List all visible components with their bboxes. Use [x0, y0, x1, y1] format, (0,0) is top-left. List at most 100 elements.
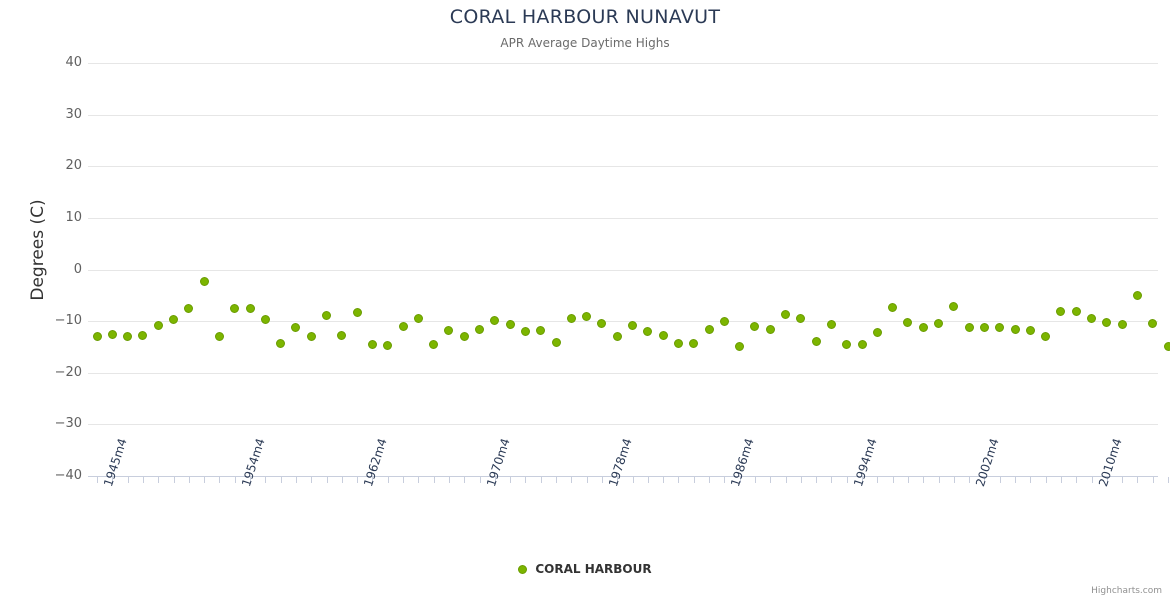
- x-tick: [800, 477, 802, 483]
- y-gridline: [88, 424, 1158, 426]
- x-tick: [1060, 477, 1062, 483]
- x-tick: [1137, 477, 1139, 483]
- data-point[interactable]: [490, 315, 500, 325]
- data-point[interactable]: [658, 331, 668, 341]
- data-point[interactable]: [857, 340, 867, 350]
- data-point[interactable]: [245, 303, 255, 313]
- x-tick: [877, 477, 879, 483]
- data-point[interactable]: [918, 323, 928, 333]
- data-point[interactable]: [719, 317, 729, 327]
- data-point[interactable]: [842, 340, 852, 350]
- x-tick: [311, 477, 313, 483]
- x-tick: [280, 477, 282, 483]
- data-point[interactable]: [964, 322, 974, 332]
- x-tick: [265, 477, 267, 483]
- data-point[interactable]: [612, 332, 622, 342]
- data-point[interactable]: [429, 340, 439, 350]
- data-point[interactable]: [184, 303, 194, 313]
- data-point[interactable]: [153, 321, 163, 331]
- data-point[interactable]: [735, 341, 745, 351]
- data-point[interactable]: [1087, 314, 1096, 324]
- data-point[interactable]: [352, 307, 362, 317]
- data-point[interactable]: [1132, 291, 1142, 301]
- data-point[interactable]: [1148, 319, 1158, 329]
- x-tick: [433, 477, 435, 483]
- plot-area: [88, 63, 1170, 477]
- data-point[interactable]: [781, 310, 790, 320]
- data-point[interactable]: [903, 317, 913, 327]
- x-tick: [892, 477, 894, 483]
- x-tick: [204, 477, 206, 483]
- data-point[interactable]: [536, 325, 546, 335]
- data-point[interactable]: [459, 331, 469, 341]
- data-point[interactable]: [582, 312, 592, 322]
- data-point[interactable]: [92, 332, 102, 342]
- data-point[interactable]: [826, 319, 836, 329]
- data-point[interactable]: [107, 330, 117, 340]
- data-point[interactable]: [888, 302, 898, 312]
- x-tick: [295, 477, 297, 483]
- data-point[interactable]: [520, 326, 530, 336]
- data-point[interactable]: [444, 326, 454, 336]
- y-gridline: [88, 321, 1158, 323]
- data-point[interactable]: [291, 323, 301, 333]
- data-point[interactable]: [1010, 324, 1020, 334]
- data-point[interactable]: [169, 314, 178, 324]
- chart-title: CORAL HARBOUR NUNAVUT: [449, 6, 721, 28]
- data-point[interactable]: [138, 331, 148, 341]
- data-point[interactable]: [949, 302, 959, 312]
- data-point[interactable]: [1163, 341, 1170, 351]
- data-point[interactable]: [673, 338, 683, 348]
- x-tick: [816, 477, 818, 483]
- data-point[interactable]: [750, 322, 760, 332]
- data-point[interactable]: [199, 277, 209, 287]
- x-tick: [907, 477, 909, 483]
- data-point[interactable]: [398, 322, 408, 332]
- legend-item[interactable]: CORAL HARBOUR: [518, 562, 652, 576]
- data-point[interactable]: [551, 337, 561, 347]
- data-point[interactable]: [1056, 307, 1066, 317]
- x-tick: [1152, 477, 1154, 483]
- x-tick: [1030, 477, 1032, 483]
- data-point[interactable]: [872, 327, 882, 337]
- data-point[interactable]: [367, 339, 377, 349]
- data-point[interactable]: [566, 314, 576, 324]
- x-tick: [173, 477, 175, 483]
- x-tick: [724, 477, 726, 483]
- data-point[interactable]: [123, 332, 133, 342]
- data-point[interactable]: [1041, 332, 1051, 342]
- data-point[interactable]: [337, 331, 347, 341]
- data-point[interactable]: [1102, 317, 1112, 327]
- data-point[interactable]: [765, 324, 775, 334]
- data-point[interactable]: [322, 310, 331, 320]
- x-tick: [999, 477, 1001, 483]
- y-gridline: [88, 166, 1158, 168]
- data-point[interactable]: [689, 339, 699, 349]
- data-point[interactable]: [934, 319, 943, 329]
- data-point[interactable]: [597, 318, 607, 328]
- data-point[interactable]: [214, 332, 224, 342]
- data-point[interactable]: [796, 313, 806, 323]
- data-point[interactable]: [475, 324, 484, 334]
- data-point[interactable]: [628, 321, 637, 331]
- data-point[interactable]: [704, 325, 714, 335]
- data-point[interactable]: [1071, 306, 1081, 316]
- x-tick: [923, 477, 925, 483]
- data-point[interactable]: [1117, 319, 1127, 329]
- data-point[interactable]: [276, 338, 286, 348]
- data-point[interactable]: [306, 331, 316, 341]
- data-point[interactable]: [643, 327, 653, 337]
- data-point[interactable]: [979, 322, 989, 332]
- y-gridline: [88, 372, 1158, 374]
- data-point[interactable]: [413, 314, 423, 324]
- data-point[interactable]: [383, 341, 393, 351]
- data-point[interactable]: [811, 336, 821, 346]
- x-tick: [663, 477, 665, 483]
- data-point[interactable]: [230, 304, 240, 314]
- data-point[interactable]: [505, 319, 515, 329]
- data-point[interactable]: [1025, 325, 1035, 335]
- data-point[interactable]: [995, 322, 1005, 332]
- x-tick: [571, 477, 573, 483]
- x-tick: [525, 477, 527, 483]
- data-point[interactable]: [260, 314, 270, 324]
